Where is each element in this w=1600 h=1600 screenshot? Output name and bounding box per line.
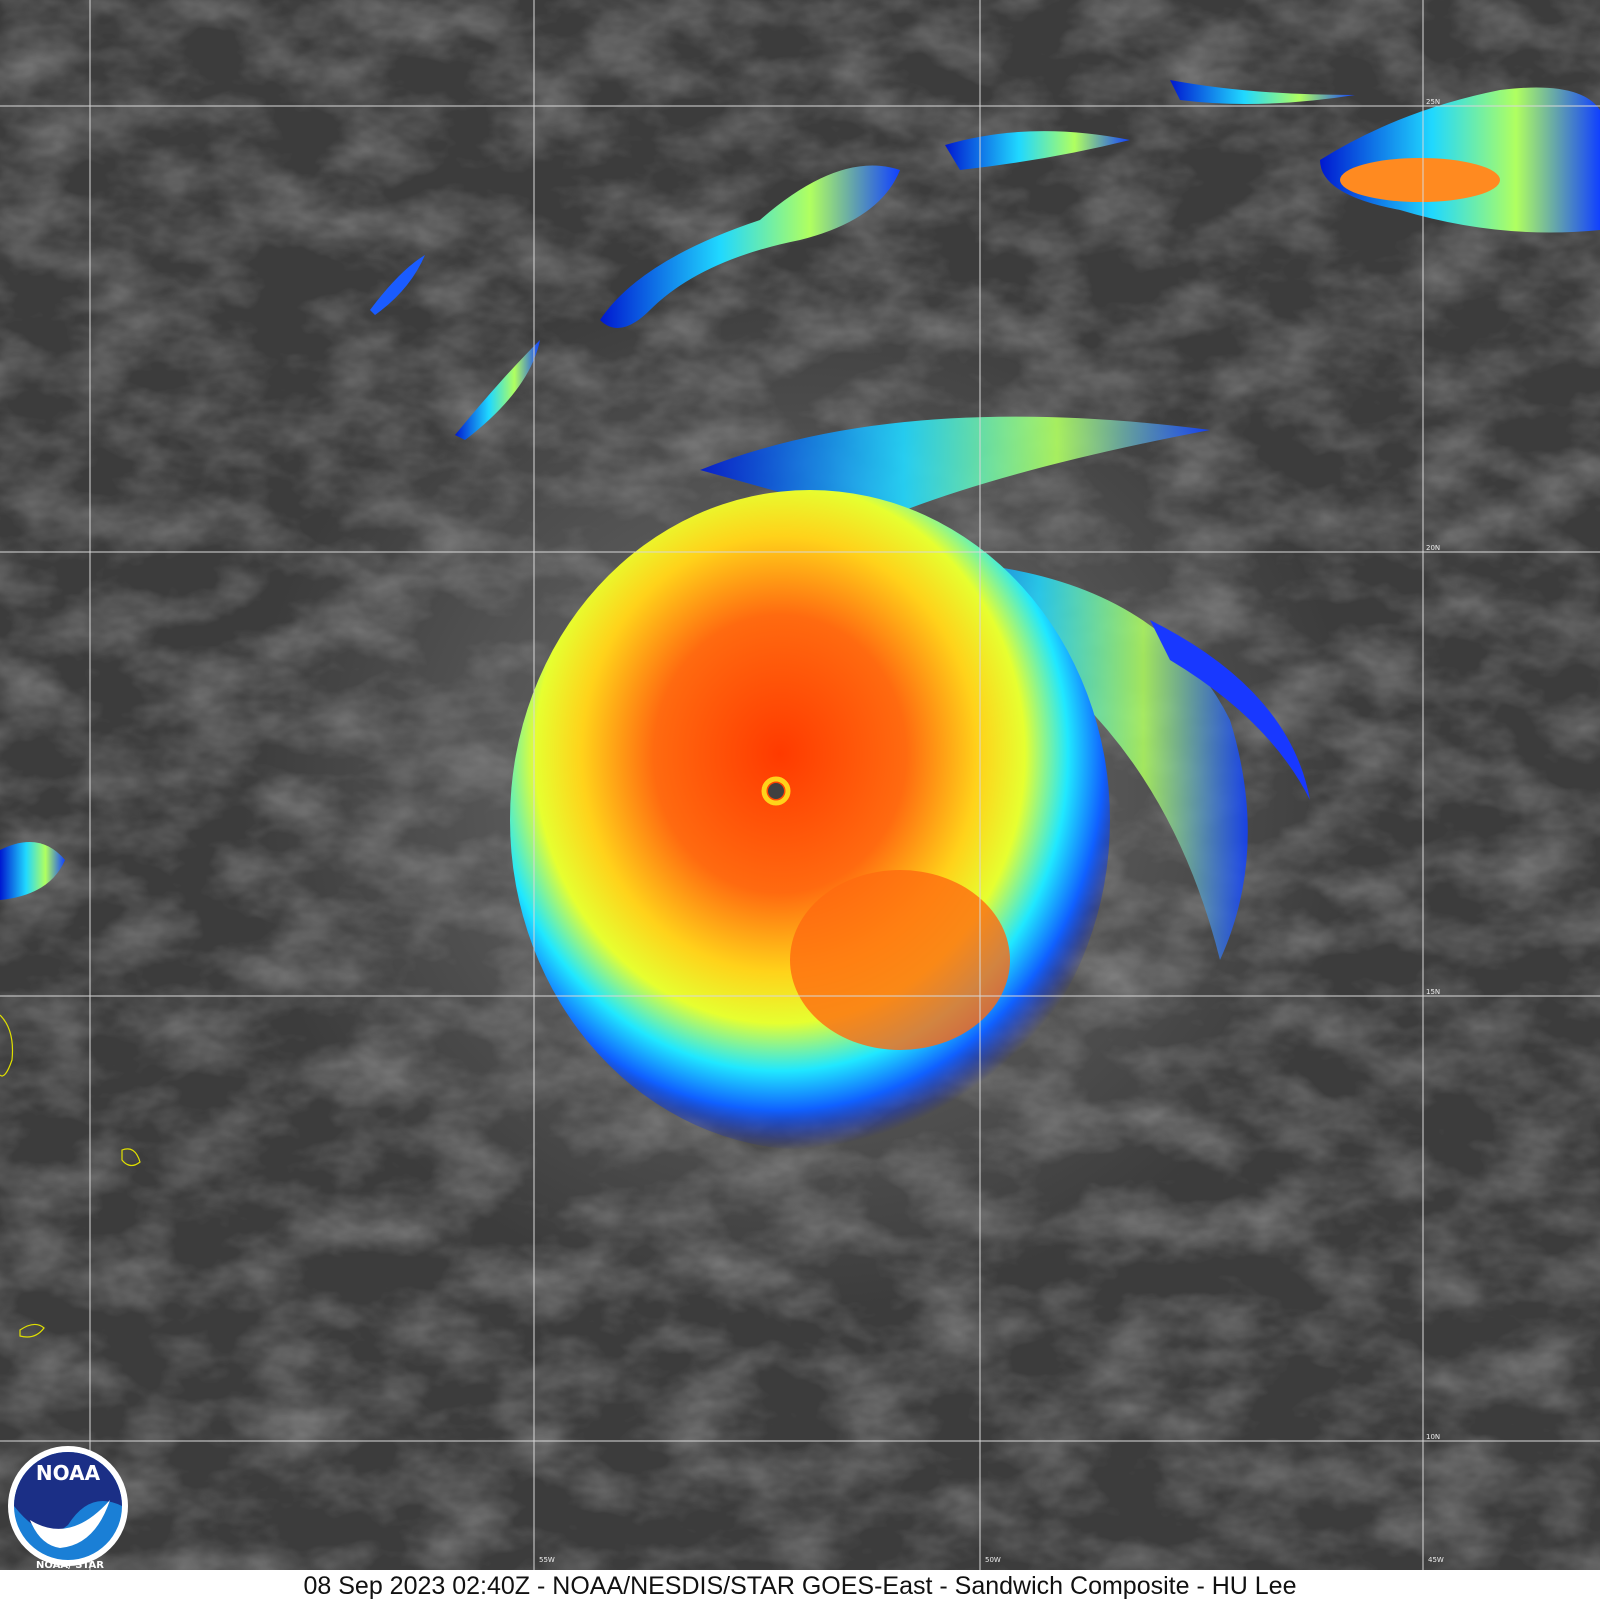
latitude-labels: 25N 20N 15N 10N xyxy=(1426,98,1440,1441)
cloud-band xyxy=(370,255,425,315)
northern-clouds xyxy=(0,80,1600,900)
caption-bar xyxy=(0,1570,1600,1600)
coastlines xyxy=(0,1014,141,1338)
convection xyxy=(790,870,1010,1050)
latitude-label: 10N xyxy=(1426,1433,1440,1441)
island xyxy=(19,1323,45,1338)
cloud-band xyxy=(455,340,540,440)
noaa-logo: NOAA NOAA/ STAR xyxy=(8,1446,128,1571)
longitude-label: 45W xyxy=(1428,1556,1444,1564)
longitude-label: 55W xyxy=(539,1556,555,1564)
rain-band xyxy=(900,560,1248,960)
longitude-labels: 55W 50W 45W xyxy=(539,1556,1444,1564)
eye xyxy=(768,783,784,799)
eye-wall xyxy=(761,776,791,806)
cloud-band xyxy=(1170,80,1355,104)
latitude-label: 15N xyxy=(1426,988,1440,996)
rain-band xyxy=(1150,620,1310,800)
convection xyxy=(1340,158,1500,202)
storm-core xyxy=(510,490,1110,1150)
hurricane xyxy=(510,416,1310,1150)
cloud-band xyxy=(600,165,900,328)
logo-subtext: NOAA/ STAR xyxy=(36,1560,104,1571)
caption: 08 Sep 2023 02:40Z - NOAA/NESDIS/STAR GO… xyxy=(303,1572,1296,1600)
island xyxy=(121,1148,141,1167)
cloud-band xyxy=(0,842,65,900)
longitude-label: 50W xyxy=(985,1556,1001,1564)
latitude-label: 20N xyxy=(1426,544,1440,552)
cloud-band xyxy=(945,131,1130,170)
latitude-label: 25N xyxy=(1426,98,1440,106)
logo-top xyxy=(14,1452,122,1532)
logo-text: NOAA xyxy=(36,1461,101,1485)
island xyxy=(0,1014,14,1077)
logo-gull xyxy=(30,1500,110,1548)
